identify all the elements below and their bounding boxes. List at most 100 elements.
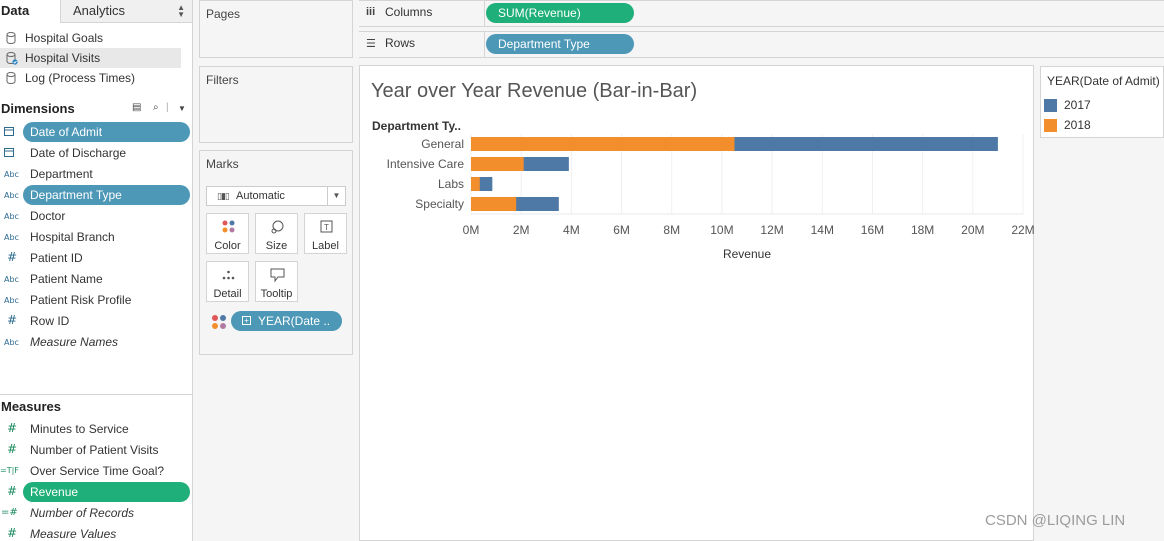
string-type-icon: Abc (4, 275, 19, 284)
field-measure-values[interactable]: # Measure Values (0, 524, 192, 541)
x-tick-label: 10M (710, 223, 733, 237)
color-button[interactable]: Color (206, 213, 249, 254)
color-legend: YEAR(Date of Admit) 2017 2018 (1040, 66, 1164, 138)
watermark: CSDN @LIQING LIN (985, 512, 1126, 529)
category-label: Specialty (415, 197, 464, 211)
field-minutes-to-service[interactable]: # Minutes to Service (0, 419, 192, 439)
expand-plus-icon[interactable]: + (242, 316, 251, 325)
field-label: Revenue (30, 485, 79, 499)
tab-data[interactable]: Data (0, 0, 60, 23)
search-icon[interactable]: ⌕ (153, 102, 159, 113)
field-date-of-admit[interactable]: Date of Admit (0, 122, 192, 142)
number-type-icon: # (7, 421, 18, 435)
x-tick-label: 8M (663, 223, 680, 237)
view-data-icon[interactable]: ▤ (132, 102, 142, 113)
field-label: Row ID (30, 314, 70, 328)
database-icon (6, 32, 16, 44)
rows-shelf-label: ☰ Rows (359, 32, 485, 57)
tooltip-label: Tooltip (260, 288, 293, 300)
data-pane: Data Analytics ▲ ▼ Hospital Goals Hospita… (0, 0, 193, 541)
field-date-of-discharge[interactable]: Date of Discharge (0, 143, 192, 163)
datasource-label: Log (Process Times) (25, 71, 136, 85)
x-tick-label: 12M (760, 223, 783, 237)
mark-type-value: Automatic (236, 190, 285, 202)
field-revenue[interactable]: # Revenue (0, 482, 192, 502)
size-button[interactable]: Size (255, 213, 298, 254)
dimensions-header: Dimensions (1, 101, 75, 116)
string-type-icon: Abc (4, 170, 19, 179)
marks-title: Marks (206, 157, 239, 171)
bar-chart-icon: ▯▮▯ (217, 191, 230, 201)
x-tick-label: 6M (613, 223, 630, 237)
tooltip-button[interactable]: Tooltip (255, 261, 298, 302)
legend-item-2018[interactable]: 2018 (1044, 118, 1162, 134)
legend-swatch (1044, 119, 1057, 132)
rows-label: Rows (385, 36, 416, 50)
field-label: Date of Admit (30, 125, 103, 139)
category-label: Labs (438, 177, 464, 191)
detail-button[interactable]: Detail (206, 261, 249, 302)
x-tick-label: 22M (1011, 223, 1034, 237)
datasource-log-process-times[interactable]: Log (Process Times) (0, 68, 181, 88)
field-number-of-patient-visits[interactable]: # Number of Patient Visits (0, 440, 192, 460)
field-doctor[interactable]: Abc Doctor (0, 206, 192, 226)
legend-title: YEAR(Date of Admit) (1047, 74, 1160, 88)
label-button[interactable]: T Label (304, 213, 347, 254)
field-label: Department Type (30, 188, 122, 202)
dimensions-toolbar: ▤ ⌕ | ▼ (132, 102, 190, 116)
pane-tabs: Data Analytics ▲ ▼ (0, 0, 193, 23)
datasource-hospital-goals[interactable]: Hospital Goals (0, 28, 181, 48)
calendar-icon (4, 126, 14, 139)
marks-card: Marks ▯▮▯ Automatic ▼ Color Size T Label… (199, 150, 353, 355)
field-hospital-branch[interactable]: Abc Hospital Branch (0, 227, 192, 247)
field-patient-risk-profile[interactable]: Abc Patient Risk Profile (0, 290, 192, 310)
sum-revenue-pill[interactable]: SUM(Revenue) (486, 3, 634, 23)
field-label: Date of Discharge (30, 146, 127, 160)
field-department-type[interactable]: Abc Department Type (0, 185, 192, 205)
department-type-pill[interactable]: Department Type (486, 34, 634, 54)
detail-dots-icon (222, 270, 235, 280)
legend-swatch (1044, 99, 1057, 112)
bar-2018 (471, 177, 480, 191)
year-date-of-admit-pill[interactable]: + YEAR(Date .. (231, 311, 342, 331)
field-label: Patient ID (30, 251, 83, 265)
x-tick-label: 20M (961, 223, 984, 237)
datasource-hospital-visits[interactable]: Hospital Visits (0, 48, 181, 68)
field-measure-names[interactable]: Abc Measure Names (0, 332, 192, 352)
field-label: Measure Values (30, 527, 117, 541)
boolean-calc-icon: =T|F (0, 466, 19, 475)
view-title[interactable]: Year over Year Revenue (Bar-in-Bar) (371, 80, 698, 102)
string-type-icon: Abc (4, 212, 19, 221)
x-tick-label: 0M (463, 223, 480, 237)
field-patient-name[interactable]: Abc Patient Name (0, 269, 192, 289)
field-row-id[interactable]: # Row ID (0, 311, 192, 331)
number-type-icon: # (7, 313, 18, 327)
x-tick-label: 16M (861, 223, 884, 237)
field-number-of-records[interactable]: =# Number of Records (0, 503, 192, 523)
legend-item-2017[interactable]: 2017 (1044, 98, 1162, 114)
legend-label: 2017 (1064, 98, 1091, 112)
category-label: Intensive Care (387, 157, 465, 171)
category-label: General (421, 137, 464, 151)
number-type-icon: # (7, 442, 18, 456)
x-tick-label: 2M (513, 223, 530, 237)
pages-card[interactable]: Pages (199, 0, 353, 58)
mark-type-dropdown[interactable]: ▯▮▯ Automatic ▼ (206, 186, 346, 206)
field-patient-id[interactable]: # Patient ID (0, 248, 192, 268)
legend-label: 2018 (1064, 118, 1091, 132)
field-label: Over Service Time Goal? (30, 464, 165, 478)
detail-label: Detail (213, 288, 242, 300)
tab-analytics-label: Analytics (73, 3, 126, 18)
filters-card[interactable]: Filters (199, 66, 353, 143)
rows-icon: ☰ (366, 38, 376, 50)
sort-arrows-icon: ▲ ▼ (177, 3, 185, 19)
field-over-service-time-goal[interactable]: =T|F Over Service Time Goal? (0, 461, 192, 481)
x-axis-title: Revenue (723, 247, 771, 261)
svg-text:T: T (324, 223, 329, 232)
field-department[interactable]: Abc Department (0, 164, 192, 184)
tab-analytics[interactable]: Analytics ▲ ▼ (60, 0, 192, 23)
worksheet-view: Year over Year Revenue (Bar-in-Bar) Depa… (359, 65, 1035, 541)
dropdown-arrow-icon[interactable]: ▼ (178, 104, 186, 113)
string-type-icon: Abc (4, 338, 19, 347)
numeric-calc-icon: =# (1, 507, 18, 518)
